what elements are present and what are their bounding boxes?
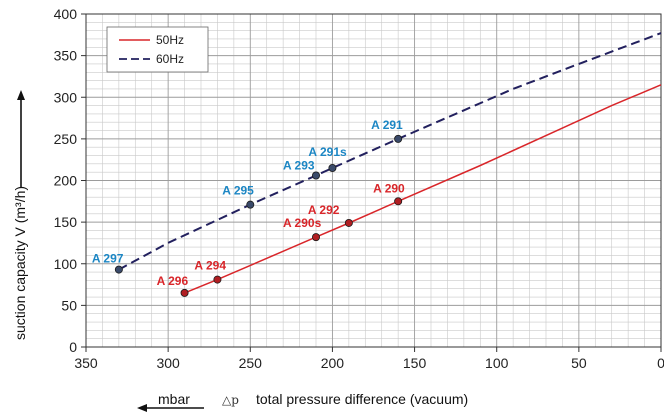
marker-layer [114,134,403,297]
data-point-50hz [180,288,189,297]
model-annotation: A 292 [308,203,340,217]
x-axis-label: total pressure difference (vacuum) [256,391,468,407]
y-tick-label: 100 [54,256,78,272]
series-line-60hz [118,32,662,271]
y-axis-arrow-head [17,90,25,100]
y-tick-label: 250 [54,131,78,147]
model-annotation: A 291 [371,118,403,132]
model-annotation: A 291s [308,145,347,159]
data-point-50hz [213,275,222,284]
x-tick-label: 350 [74,355,98,371]
model-annotation: A 295 [222,184,254,198]
y-axis-label-group: suction capacity V (m³/h) [12,90,28,340]
data-point-50hz [344,218,353,227]
x-tick-label: 50 [571,355,587,371]
model-annotation: A 290 [373,181,405,195]
x-axis-unit-label: mbar [158,391,190,407]
model-annotation: A 290s [283,216,322,230]
data-point-60hz [114,265,123,274]
data-point-60hz [394,134,403,143]
data-point-50hz [311,233,320,242]
model-annotation: A 293 [283,159,315,173]
legend-label-60hz: 60Hz [156,52,184,66]
data-point-50hz [394,197,403,206]
legend: 50Hz 60Hz [106,26,209,73]
x-tick-label: 200 [321,355,345,371]
series-line-50hz [184,84,662,294]
model-annotation: A 296 [157,274,189,288]
x-tick-label: 300 [156,355,180,371]
y-tick-label: 400 [54,6,78,22]
x-tick-label: 150 [403,355,427,371]
y-tick-label: 300 [54,89,78,105]
model-annotation: A 297 [92,252,124,266]
model-annotation: A 294 [194,259,226,273]
y-tick-label: 0 [69,339,77,355]
x-axis-delta-p-symbol: △p [222,393,239,407]
x-tick-label: 0 [657,355,664,371]
x-axis-ticks: 350 300 250 200 150 100 50 0 [74,347,664,371]
y-tick-label: 200 [54,173,78,189]
legend-label-50hz: 50Hz [156,33,184,47]
y-tick-label: 150 [54,214,78,230]
y-tick-label: 50 [61,297,77,313]
data-point-60hz [311,171,320,180]
data-point-60hz [328,164,337,173]
series-layer [118,32,662,294]
y-axis-label: suction capacity V (m³/h) [12,186,28,340]
x-axis-arrow-head [137,404,147,412]
legend-box [106,26,209,73]
y-tick-label: 350 [54,48,78,64]
y-axis-ticks: 0 50 100 150 200 250 300 350 400 [54,6,86,355]
x-tick-label: 250 [239,355,263,371]
data-point-60hz [246,200,255,209]
x-tick-label: 100 [485,355,509,371]
x-axis-label-group: mbar △p total pressure difference (vacuu… [137,391,468,412]
